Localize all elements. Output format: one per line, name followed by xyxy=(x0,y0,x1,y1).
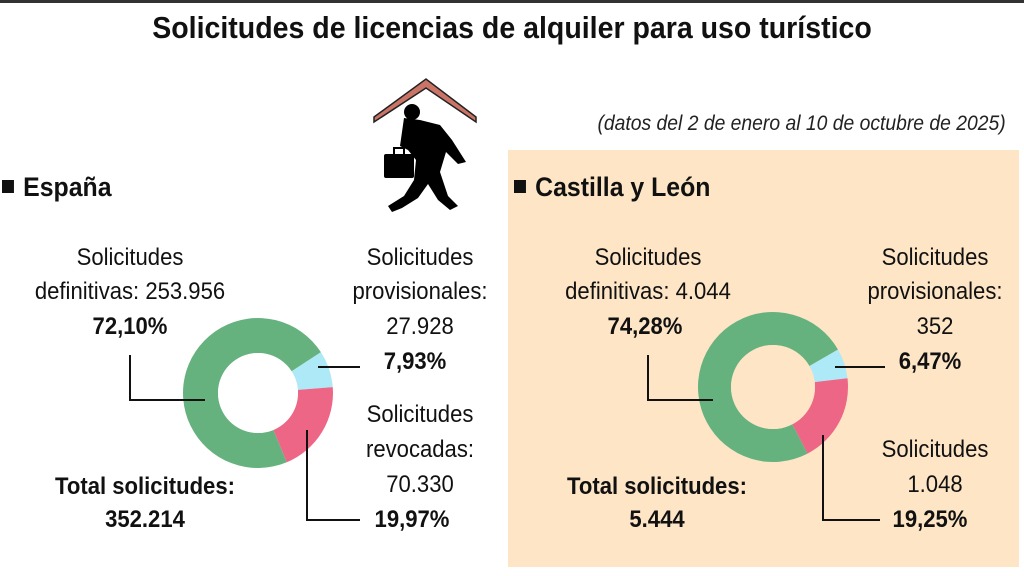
slice-provisionales xyxy=(291,352,333,390)
label-provisionales-line1: Solicitudes xyxy=(366,244,474,271)
subtitle: (datos del 2 de enero al 10 de octubre d… xyxy=(597,112,1006,135)
label-definitivas-line2: definitivas: 4.044 xyxy=(565,278,731,305)
pct-revocadas: 19,25% xyxy=(892,506,968,533)
pct-provisionales: 6,47% xyxy=(898,348,962,375)
leader-line-revocadas xyxy=(306,430,360,521)
region-title-castilla: Castilla y León xyxy=(514,172,710,203)
label-provisionales-line2: provisionales: xyxy=(352,278,488,305)
count-provisionales: 352 xyxy=(916,313,954,340)
total-label: Total solicitudes: xyxy=(567,473,747,500)
pct-revocadas: 19,97% xyxy=(374,506,450,533)
leader-line-definitivas xyxy=(647,355,713,401)
leader-line-definitivas xyxy=(129,355,205,401)
total-label: Total solicitudes: xyxy=(55,473,235,500)
pct-definitivas: 72,10% xyxy=(92,313,168,340)
label-provisionales-line2: provisionales: xyxy=(867,278,1003,305)
label-revocadas-line1: Solicitudes xyxy=(881,436,989,463)
region-name: España xyxy=(23,172,112,202)
pct-provisionales: 7,93% xyxy=(383,348,447,375)
donut-hole xyxy=(218,353,298,433)
label-revocadas-line2: revocadas: xyxy=(365,436,475,463)
total-value: 5.444 xyxy=(629,506,685,533)
slice-revocadas xyxy=(273,387,333,463)
slice-definitivas xyxy=(698,312,838,462)
region-name: Castilla y León xyxy=(535,172,711,202)
count-provisionales: 27.928 xyxy=(386,313,454,340)
total-value: 352.214 xyxy=(105,506,185,533)
bullet-square-icon xyxy=(2,180,14,194)
page-title: Solicitudes de licencias de alquiler par… xyxy=(152,10,872,45)
label-provisionales-line1: Solicitudes xyxy=(881,244,989,271)
donut-hole xyxy=(731,345,815,429)
leader-line-revocadas xyxy=(822,435,880,521)
top-rule xyxy=(0,0,1024,3)
slice-definitivas xyxy=(182,318,321,468)
label-definitivas-line1: Solicitudes xyxy=(76,244,184,271)
slice-revocadas xyxy=(792,378,848,454)
count-revocadas: 70.330 xyxy=(386,471,454,498)
slice-provisionales xyxy=(809,349,848,383)
label-definitivas-line2: definitivas: 253.956 xyxy=(34,278,226,305)
label-revocadas-line1: Solicitudes xyxy=(366,401,474,428)
bullet-square-icon xyxy=(514,180,526,194)
pct-definitivas: 74,28% xyxy=(607,313,683,340)
region-title-espana: España xyxy=(2,172,112,203)
count-revocadas: 1.048 xyxy=(907,471,963,498)
label-definitivas-line1: Solicitudes xyxy=(594,244,702,271)
